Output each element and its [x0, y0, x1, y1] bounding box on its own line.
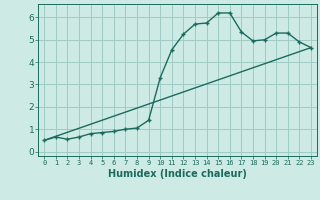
X-axis label: Humidex (Indice chaleur): Humidex (Indice chaleur): [108, 169, 247, 179]
